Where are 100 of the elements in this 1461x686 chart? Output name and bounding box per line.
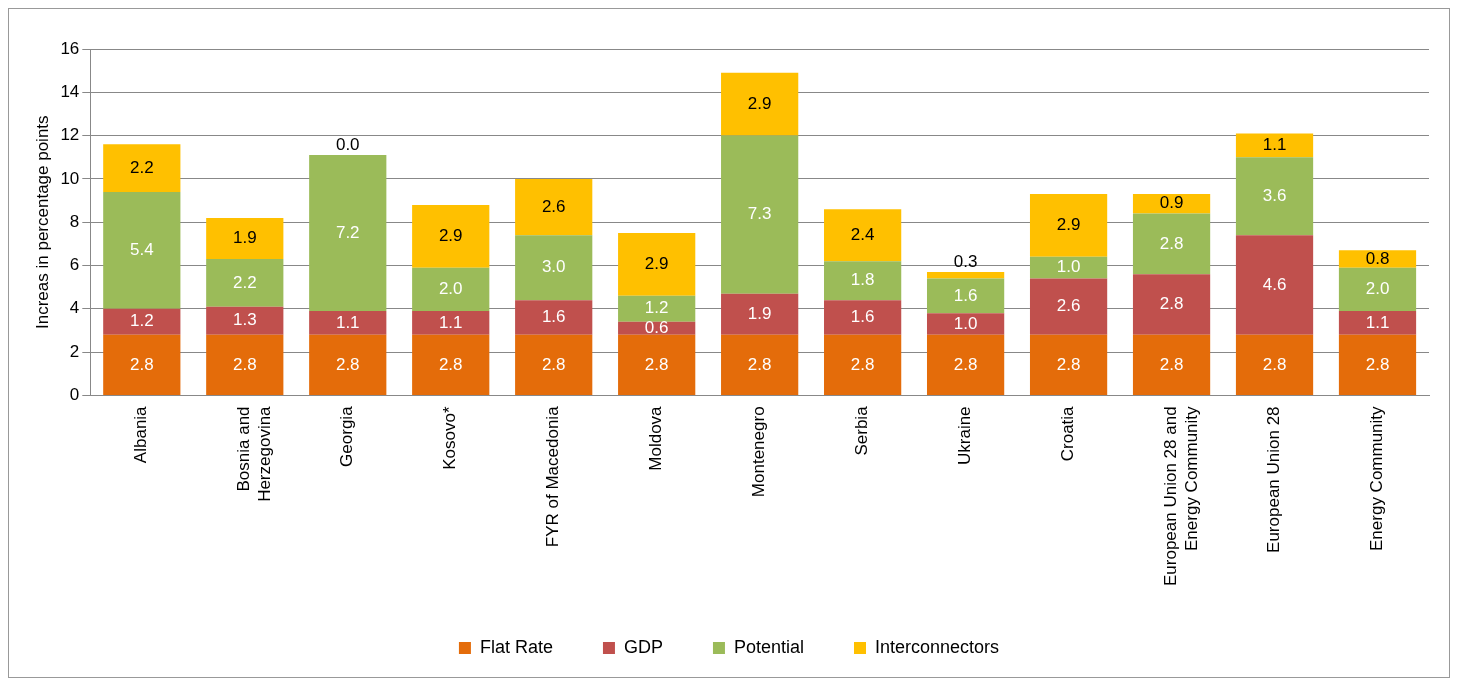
bar [1029,334,1108,395]
bar [515,334,593,395]
data-label: 1.9 [232,228,257,248]
bar [824,209,902,262]
data-label: 1.3 [232,310,257,330]
bar [926,313,1005,335]
data-label: 1.2 [129,311,154,331]
bar [1338,250,1417,268]
data-label: 1.0 [953,313,978,333]
data-label: 7.3 [747,204,772,224]
data-label: 2.8 [1056,354,1081,374]
bar [1235,157,1314,236]
x-tick-label: Energy Community [1367,405,1387,551]
x-tick-label: Bosnia and Herzegovina [234,405,274,502]
data-label: 2.9 [1056,215,1081,235]
data-label: 1.1 [335,312,360,332]
bar [824,334,902,395]
bar [1338,267,1417,311]
bar [1029,278,1108,335]
bar [926,278,1005,314]
bar [721,72,799,136]
data-label: 3.0 [541,257,566,277]
bar [103,191,181,309]
data-label: 2.8 [1159,354,1184,374]
bar [103,144,181,192]
data-label: 0.9 [1159,193,1184,213]
data-label: 0.0 [335,135,360,155]
bar [412,267,490,311]
bar [103,308,181,335]
y-tick-label: 0 [69,385,80,405]
bar [1132,213,1211,275]
bar [1132,274,1211,335]
data-label: 2.0 [1365,279,1390,299]
data-label: 2.2 [232,272,257,292]
data-label: 2.8 [335,354,360,374]
data-label: 1.6 [541,307,566,327]
x-tick-label: Kosovo* [440,406,460,470]
legend-label: Flat Rate [479,636,553,657]
bar [1338,334,1417,395]
data-label: 1.1 [1365,312,1390,332]
bar [824,261,902,301]
data-label: 3.6 [1262,185,1287,205]
data-label: 4.6 [1262,274,1287,294]
y-tick-label: 8 [69,211,80,231]
x-tick-label: Serbia [852,405,872,456]
x-tick-label: Georgia [337,405,357,467]
data-label: 2.8 [644,354,669,374]
bar [309,155,387,311]
bar [1235,334,1314,395]
data-label: 2.8 [541,354,566,374]
data-label: 0.6 [644,317,669,337]
bar [515,235,593,301]
bar [206,306,284,335]
bar [1338,310,1417,335]
bar [515,300,593,335]
data-label: 1.2 [644,298,669,318]
bar [1235,133,1314,158]
legend-label: GDP [623,636,663,657]
data-label: 2.8 [1365,354,1390,374]
bar [412,310,490,335]
data-label: 1.6 [850,307,875,327]
y-axis-title: Increas in percentage points [32,115,52,329]
bar [206,259,284,307]
data-label: 1.1 [438,312,463,332]
bar [824,300,902,335]
x-tick-label: European Union 28 and Energy Community [1161,405,1201,587]
bar [618,295,696,322]
data-label: 2.8 [1262,354,1287,374]
bar [412,334,490,395]
bar [309,310,387,335]
x-tick-label: European Union 28 [1264,406,1284,553]
bar [103,334,181,395]
bar [1029,194,1108,257]
x-tick-label: Croatia [1058,405,1078,462]
x-tick-label: Montenegro [749,406,769,498]
data-label: 1.9 [747,303,772,323]
data-label: 2.0 [438,279,463,299]
data-label: 2.4 [850,224,875,244]
data-label: 2.8 [1159,233,1184,253]
data-label: 2.8 [850,354,875,374]
bar [721,135,799,294]
x-tick-label: Moldova [646,405,666,471]
bar [1029,256,1108,279]
y-tick-label: 6 [69,255,80,275]
bar [618,233,696,296]
bar [515,178,593,236]
data-label: 0.3 [953,252,978,272]
bar [1132,194,1211,214]
x-tick-label: Ukraine [955,406,975,466]
bar [1132,334,1211,395]
legend-label: Interconnectors [875,636,1000,657]
data-label: 7.2 [335,222,360,242]
bar [309,334,387,395]
bar [721,293,799,335]
data-label: 2.9 [747,93,772,113]
data-label: 2.8 [747,354,772,374]
bar [721,334,799,395]
data-label: 2.8 [953,354,978,374]
x-tick-label: FYR of Macedonia [543,405,563,548]
data-label: 2.8 [129,354,154,374]
